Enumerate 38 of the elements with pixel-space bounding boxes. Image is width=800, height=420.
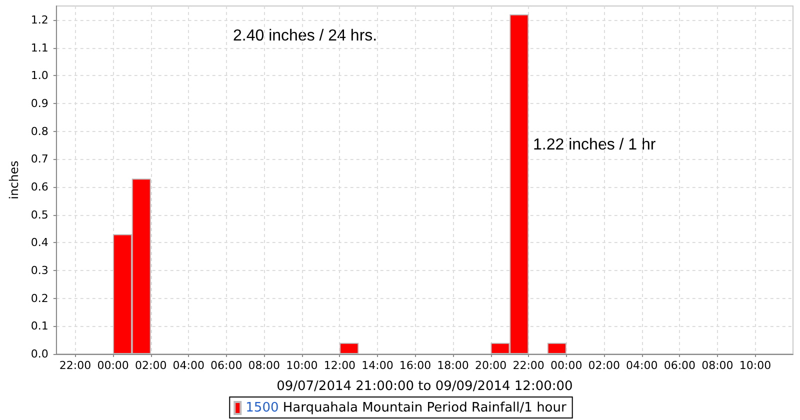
x-tick-label: 14:00 [362,359,394,372]
x-axis-title: 09/07/2014 21:00:00 to 09/09/2014 12:00:00 [276,379,573,394]
bar [547,342,566,354]
x-tick-label: 04:00 [172,359,204,372]
legend-label: 1500 Harquahala Mountain Period Rainfall/1 hour [246,400,568,416]
y-tick-label: 1.0 [30,69,48,82]
y-tick-label: 0.5 [30,208,48,222]
x-tick-label: 10:00 [739,359,772,372]
x-tick-label: 06:00 [210,359,242,372]
y-axis-title: inches [7,160,21,200]
x-tick-label: 06:00 [664,359,696,372]
y-tick-label: 0.9 [30,96,48,110]
x-tick-label: 02:00 [588,359,620,372]
x-tick-label: 00:00 [97,359,129,372]
x-tick-label: 22:00 [512,359,544,372]
x-tick-label: 00:00 [550,359,582,372]
y-tick-label: 1.1 [30,41,48,54]
x-tick-label: 08:00 [702,359,734,372]
x-tick-label: 18:00 [437,359,469,372]
y-tick-label: 0.0 [30,348,48,360]
x-tick-label: 04:00 [626,359,658,372]
y-tick-label: 0.6 [30,180,48,194]
y-tick-label: 0.3 [30,264,48,277]
y-tick-label: 1.2 [30,13,48,26]
y-tick-label: 0.1 [30,320,48,333]
x-tick-label: 22:00 [59,359,92,372]
x-tick-label: 12:00 [324,359,356,372]
y-tick-label: 0.4 [30,236,48,250]
bar [340,342,359,354]
x-tick-label: 20:00 [474,359,507,372]
x-tick-label: 16:00 [399,359,432,372]
x-tick-label: 08:00 [248,359,280,372]
y-tick-label: 0.2 [30,292,48,305]
y-tick-label: 0.7 [30,152,48,166]
y-tick-label: 0.8 [30,124,48,138]
x-tick-label: 02:00 [134,359,167,372]
annotation: 2.40 inches / 24 hrs. [233,28,378,44]
x-tick-label: 10:00 [286,359,318,372]
